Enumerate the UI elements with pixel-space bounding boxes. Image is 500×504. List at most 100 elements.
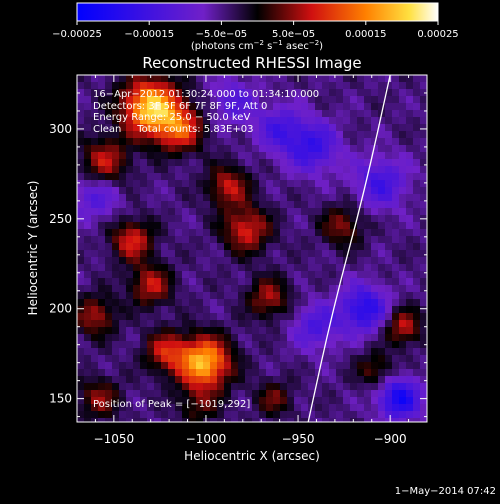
heatmap-cell: [210, 89, 217, 96]
heatmap-cell: [343, 201, 350, 208]
heatmap-cell: [245, 341, 252, 348]
heatmap-cell: [329, 383, 336, 390]
heatmap-cell: [175, 285, 182, 292]
heatmap-cell: [252, 390, 259, 397]
heatmap-cell: [168, 320, 175, 327]
heatmap-cell: [245, 131, 252, 138]
heatmap-cell: [133, 271, 140, 278]
heatmap-cell: [112, 89, 119, 96]
heatmap-cell: [266, 320, 273, 327]
heatmap-cell: [329, 138, 336, 145]
heatmap-cell: [315, 257, 322, 264]
heatmap-cell: [259, 89, 266, 96]
heatmap-cell: [154, 362, 161, 369]
heatmap-cell: [315, 250, 322, 257]
heatmap-cell: [238, 159, 245, 166]
solar-limb-line: [307, 75, 391, 422]
heatmap-cell: [301, 292, 308, 299]
heatmap-cell: [322, 397, 329, 404]
heatmap-cell: [175, 75, 182, 82]
heatmap-cell: [364, 222, 371, 229]
heatmap-cell: [161, 355, 168, 362]
heatmap-cell: [133, 264, 140, 271]
heatmap-cell: [371, 215, 378, 222]
heatmap-cell: [168, 145, 175, 152]
heatmap-cell: [203, 411, 210, 418]
heatmap-cell: [84, 306, 91, 313]
heatmap-cell: [98, 117, 105, 124]
heatmap-cell: [231, 355, 238, 362]
heatmap-cell: [175, 89, 182, 96]
heatmap-cell: [371, 187, 378, 194]
heatmap-cell: [105, 250, 112, 257]
heatmap-cell: [322, 320, 329, 327]
heatmap-cell: [336, 159, 343, 166]
heatmap-cell: [168, 96, 175, 103]
heatmap-cell: [119, 376, 126, 383]
heatmap-cell: [154, 229, 161, 236]
heatmap-cell: [140, 194, 147, 201]
heatmap-cell: [413, 145, 420, 152]
heatmap-cell: [231, 166, 238, 173]
heatmap-cell: [364, 194, 371, 201]
heatmap-cell: [77, 229, 84, 236]
heatmap-cell: [399, 187, 406, 194]
heatmap-cell: [259, 117, 266, 124]
heatmap-cell: [385, 96, 392, 103]
heatmap-cell: [301, 194, 308, 201]
heatmap-cell: [350, 152, 357, 159]
heatmap-cell: [245, 110, 252, 117]
heatmap-cell: [140, 173, 147, 180]
heatmap-cell: [308, 173, 315, 180]
heatmap-cell: [147, 75, 154, 82]
heatmap-cell: [238, 103, 245, 110]
heatmap-cell: [133, 383, 140, 390]
heatmap-cell: [273, 110, 280, 117]
heatmap-cell: [413, 208, 420, 215]
heatmap-cell: [147, 103, 154, 110]
heatmap-cell: [112, 180, 119, 187]
heatmap-cell: [308, 215, 315, 222]
heatmap-cell: [91, 131, 98, 138]
x-tick-label: −900: [374, 432, 407, 446]
heatmap-cell: [84, 341, 91, 348]
heatmap-cell: [273, 215, 280, 222]
heatmap-cell: [84, 369, 91, 376]
heatmap-cell: [210, 334, 217, 341]
heatmap-cell: [91, 138, 98, 145]
heatmap-cell: [266, 243, 273, 250]
heatmap-cell: [210, 327, 217, 334]
heatmap-cell: [196, 75, 203, 82]
heatmap-cell: [119, 110, 126, 117]
heatmap-cell: [105, 152, 112, 159]
heatmap-cell: [336, 285, 343, 292]
heatmap-cell: [189, 166, 196, 173]
heatmap-cell: [224, 299, 231, 306]
heatmap-cell: [210, 320, 217, 327]
heatmap-cell: [315, 348, 322, 355]
heatmap-cell: [210, 299, 217, 306]
heatmap-cell: [280, 180, 287, 187]
heatmap-cell: [406, 117, 413, 124]
heatmap-cell: [252, 411, 259, 418]
heatmap-cell: [161, 145, 168, 152]
heatmap-cell: [217, 215, 224, 222]
colorbar-tick-label: 5.0e−05: [272, 29, 315, 40]
heatmap-cell: [203, 131, 210, 138]
heatmap-cell: [196, 320, 203, 327]
heatmap-cell: [91, 250, 98, 257]
heatmap-cell: [420, 243, 427, 250]
heatmap-cell: [217, 103, 224, 110]
heatmap-cell: [336, 278, 343, 285]
heatmap-cell: [336, 131, 343, 138]
heatmap-cell: [105, 131, 112, 138]
heatmap-cell: [189, 376, 196, 383]
heatmap-cell: [126, 145, 133, 152]
heatmap-cell: [336, 271, 343, 278]
heatmap-cell: [371, 264, 378, 271]
heatmap-cell: [210, 278, 217, 285]
heatmap-cell: [119, 180, 126, 187]
heatmap-cell: [343, 208, 350, 215]
heatmap-cell: [168, 271, 175, 278]
heatmap-cell: [168, 278, 175, 285]
